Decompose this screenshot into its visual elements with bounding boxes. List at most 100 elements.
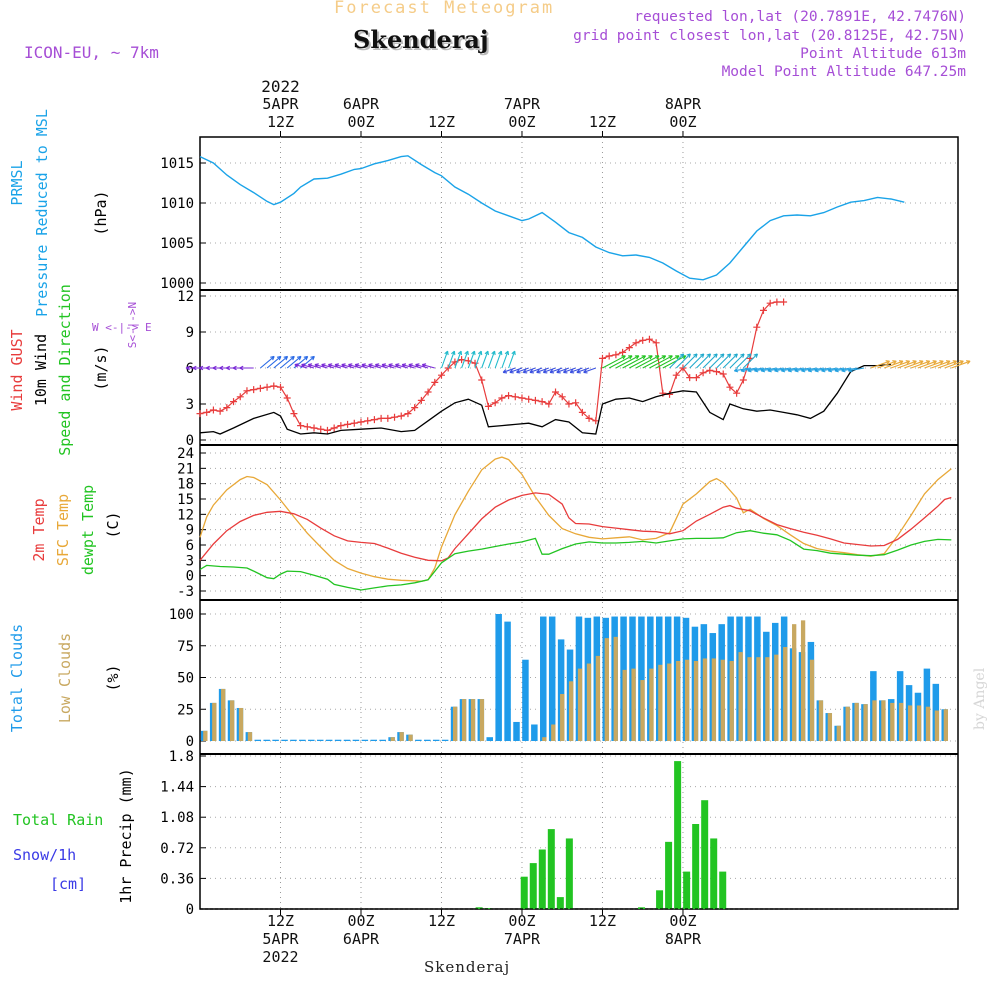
- total-cloud-bar: [361, 739, 369, 741]
- temp-dewpt-label: dewpt Temp: [79, 485, 97, 575]
- gust-marker: [310, 424, 318, 432]
- low-cloud-bar: [568, 681, 574, 741]
- low-cloud-bar: [399, 732, 404, 741]
- total-cloud-bar: [513, 721, 520, 741]
- clouds-tick-label: 0: [186, 734, 194, 750]
- pressure-tick-label: 1000: [160, 276, 194, 292]
- rain-bar: [529, 863, 537, 909]
- gust-marker: [377, 414, 385, 422]
- wind-direction-arrow: [736, 353, 752, 369]
- gust-marker: [209, 406, 217, 414]
- gust-marker: [565, 400, 573, 408]
- wind-direction-arrow: [294, 363, 308, 369]
- gust-marker: [250, 386, 258, 394]
- wind-direction-arrow: [675, 353, 691, 369]
- wind-direction-arrow: [314, 363, 328, 369]
- low-cloud-bar: [247, 732, 253, 741]
- pressure-unit-label: (hPa): [92, 190, 110, 235]
- low-cloud-bar: [934, 710, 940, 741]
- wind-direction-arrow: [474, 350, 483, 369]
- gust-marker: [652, 339, 660, 347]
- precip-snow-label: Snow/1h: [13, 846, 76, 864]
- clouds-total-label: Total Clouds: [8, 624, 26, 732]
- temp-tick-label: 15: [177, 492, 194, 508]
- precip-axis-label: 1hr Precip (mm): [117, 768, 135, 903]
- low-cloud-bar: [800, 620, 806, 741]
- low-cloud-bar: [943, 709, 948, 741]
- gust-marker: [283, 394, 291, 402]
- low-cloud-bar: [479, 699, 485, 741]
- gust-marker: [598, 354, 606, 362]
- wind-direction-arrow: [563, 367, 576, 374]
- wind-direction-arrow: [321, 363, 335, 369]
- wind-direction-arrow: [689, 353, 705, 369]
- top-date-label: 7APR: [504, 95, 541, 113]
- wind-direction-arrow: [576, 367, 590, 374]
- wind-direction-arrow: [334, 363, 348, 369]
- bottom-hour-label: 12Z: [589, 912, 616, 930]
- wind-direction-arrow: [729, 353, 745, 369]
- temp-2m-line: [199, 492, 952, 562]
- low-cloud-bar: [229, 700, 235, 741]
- total-cloud-bar: [254, 739, 262, 741]
- rain-bar: [701, 800, 709, 909]
- product-title: Forecast Meteogram: [334, 0, 555, 18]
- wind-direction-arrow: [421, 363, 435, 369]
- gust-marker: [545, 400, 553, 408]
- total-cloud-bar: [540, 616, 547, 741]
- wind-direction-arrow: [348, 363, 362, 369]
- top-hour-label: 00Z: [669, 113, 696, 131]
- wind-direction-arrow: [702, 353, 718, 369]
- total-cloud-bar: [263, 739, 270, 741]
- precip-tick-label: 0.36: [160, 871, 194, 887]
- total-cloud-bar: [352, 739, 360, 741]
- temp-tick-label: 6: [186, 538, 194, 554]
- total-cloud-bar: [504, 621, 511, 741]
- low-cloud-bar: [854, 702, 859, 741]
- gust-marker: [780, 298, 788, 306]
- total-cloud-bar: [316, 739, 324, 741]
- bottom-hour-label: 12Z: [267, 912, 294, 930]
- low-cloud-bar: [408, 734, 413, 741]
- gust-marker: [525, 395, 533, 403]
- precip-tick-label: 0.72: [160, 841, 194, 857]
- gust-marker: [357, 418, 365, 426]
- total-cloud-bar: [272, 739, 279, 741]
- wind-direction-arrow: [924, 360, 944, 369]
- wind-direction-arrow: [266, 355, 282, 369]
- rain-bar: [683, 871, 691, 909]
- requested-coords: requested lon,lat (20.7891E, 42.7476N): [634, 9, 966, 25]
- temp-tick-label: 9: [186, 523, 194, 539]
- pressure-line: [199, 155, 905, 281]
- wind-10m-line: [199, 363, 891, 435]
- gust-marker: [384, 414, 392, 422]
- low-cloud-bar: [765, 657, 770, 741]
- gust-marker: [491, 399, 499, 407]
- temp-tick-label: 18: [177, 477, 194, 493]
- wind-direction-arrow: [374, 363, 388, 369]
- gust-marker: [692, 374, 700, 382]
- rain-bar: [538, 849, 546, 909]
- low-cloud-bar: [756, 657, 761, 741]
- low-cloud-bar: [738, 652, 743, 741]
- wind-direction-arrow: [354, 363, 368, 369]
- top-hour-label: 12Z: [428, 113, 455, 131]
- wind-direction-arrow: [622, 355, 647, 369]
- wind-direction-arrow: [395, 363, 409, 369]
- gust-marker: [518, 394, 526, 402]
- rain-bar: [520, 876, 528, 909]
- wind-direction-arrow: [501, 350, 510, 369]
- total-cloud-bar: [441, 739, 449, 741]
- gust-marker: [263, 383, 271, 391]
- clouds-low-label: Low Clouds: [56, 633, 74, 723]
- wind-direction-arrow: [301, 363, 315, 369]
- low-cloud-bar: [613, 636, 618, 741]
- wind-direction-arrow: [260, 355, 275, 369]
- wind-dir-label: Speed and Direction: [56, 284, 74, 456]
- gust-marker: [759, 306, 767, 314]
- gust-marker: [270, 382, 278, 390]
- gust-marker: [223, 404, 231, 412]
- precip-tick-label: 1.8: [169, 749, 194, 765]
- bottom-date-label: 7APR: [504, 930, 541, 948]
- gust-marker: [276, 383, 284, 391]
